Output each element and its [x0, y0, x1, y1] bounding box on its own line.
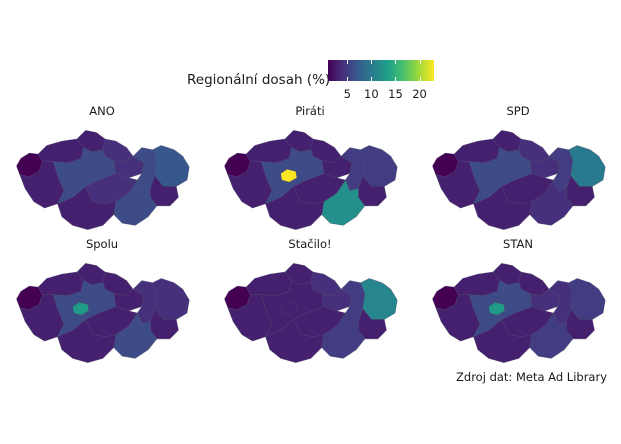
region-moravskoslezsky [360, 278, 398, 320]
panel-title: Stačilo! [288, 237, 332, 251]
region-moravskoslezsky [152, 145, 190, 187]
region-ustecky [453, 271, 500, 296]
panel-title: ANO [89, 104, 115, 118]
panel-title: SPD [506, 104, 530, 118]
legend-tick [371, 60, 373, 64]
region-moravskoslezsky [568, 278, 606, 320]
source-caption: Zdroj dat: Meta Ad Library [456, 370, 607, 384]
map-panel-ano: ANO [2, 104, 202, 234]
map-panel-spd: SPD [418, 104, 618, 234]
region-moravskoslezsky [152, 278, 190, 320]
map-panel-pirati: Piráti [210, 104, 410, 234]
choropleth-map [16, 130, 190, 230]
choropleth-map [16, 263, 190, 363]
region-ustecky [37, 138, 84, 163]
choropleth-map [432, 130, 606, 230]
region-moravskoslezsky [360, 145, 398, 187]
map-panel-stacilo: Stačilo! [210, 237, 410, 367]
region-ustecky [453, 138, 500, 163]
panel-title: Piráti [295, 104, 325, 118]
legend-tick [395, 77, 397, 81]
region-praha [488, 301, 506, 316]
map-panel-spolu: Spolu [2, 237, 202, 367]
region-ustecky [37, 271, 84, 296]
legend-tick [347, 60, 349, 64]
legend-tick-label: 5 [343, 87, 351, 101]
region-praha [72, 168, 90, 183]
legend-tick [419, 77, 421, 81]
panel-title: STAN [503, 237, 533, 251]
region-ustecky [245, 138, 292, 163]
choropleth-map [224, 130, 398, 230]
legend-tick-label: 15 [388, 87, 403, 101]
choropleth-map [224, 263, 398, 363]
region-praha [72, 301, 90, 316]
map-panel-stan: STAN [418, 237, 618, 367]
panel-title: Spolu [85, 237, 119, 251]
legend-tick [395, 60, 397, 64]
legend-title: Regionální dosah (%) [187, 72, 331, 88]
region-ustecky [245, 271, 292, 296]
region-praha [280, 301, 298, 316]
region-praha [488, 168, 506, 183]
legend-tick [371, 77, 373, 81]
choropleth-map [432, 263, 606, 363]
region-moravskoslezsky [568, 145, 606, 187]
legend-tick-label: 10 [364, 87, 379, 101]
region-praha [280, 168, 298, 183]
legend-tick [419, 60, 421, 64]
legend-tick [347, 77, 349, 81]
legend-colorbar [328, 60, 434, 81]
legend-tick-label: 20 [412, 87, 427, 101]
